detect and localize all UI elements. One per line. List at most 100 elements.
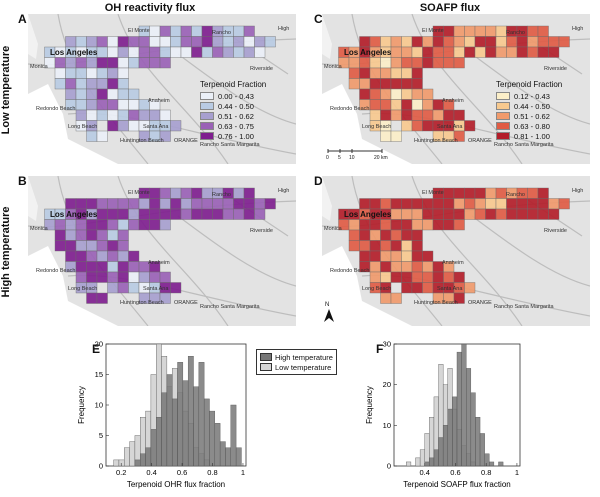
- map-grid-cell: [443, 208, 455, 220]
- y-tick-label: 10: [95, 401, 103, 410]
- city-label-rancho: Rancho: [506, 30, 525, 36]
- map-grid-cell: [243, 208, 255, 220]
- map-grid-cell: [65, 57, 77, 69]
- map-grid-cell: [86, 130, 98, 142]
- map-grid-cell: [453, 208, 465, 220]
- map-grid-cell: [86, 99, 98, 111]
- city-label-huntington: Huntington Beach: [120, 300, 164, 306]
- map-grid-cell: [159, 292, 171, 304]
- map-grid-cell: [453, 198, 465, 210]
- legend-ohr: Terpenoid Fraction 0.00 - 0.43 0.44 - 0.…: [200, 80, 266, 141]
- map-grid-cell: [170, 282, 182, 294]
- map-grid-cell: [170, 36, 182, 48]
- city-label-rancho-santa: Rancho Santa Margarita: [494, 304, 554, 310]
- map-grid-cell: [485, 25, 497, 37]
- map-grid-cell: [537, 208, 549, 220]
- bar-high-temperature: [479, 433, 485, 467]
- map-grid-cell: [495, 198, 507, 210]
- city-label-redondo: Redondo Beach: [36, 106, 76, 112]
- map-grid-cell: [401, 229, 413, 241]
- city-label-orange: ORANGE: [174, 138, 198, 144]
- map-grid-cell: [443, 36, 455, 48]
- map-d-high-temp-soafp: Los Angeles Monica El Monte Rancho Riverside…: [322, 176, 590, 326]
- map-grid-cell: [170, 198, 182, 210]
- map-grid-cell: [117, 57, 129, 69]
- map-grid-cell: [159, 46, 171, 58]
- bar-high-temperature: [134, 459, 141, 467]
- map-grid-cell: [380, 78, 392, 90]
- bar-high-temperature: [424, 461, 430, 467]
- map-grid-cell: [422, 46, 434, 58]
- city-label-anaheim: Anaheim: [148, 98, 170, 104]
- map-grid-cell: [537, 187, 549, 199]
- map-grid-cell: [96, 198, 108, 210]
- map-grid-cell: [422, 99, 434, 111]
- city-label-riverside: Riverside: [250, 228, 273, 234]
- map-grid-cell: [453, 57, 465, 69]
- map-grid-cell: [390, 261, 402, 273]
- city-label-los-angeles: Los Angeles: [344, 48, 392, 57]
- map-grid-cell: [369, 219, 381, 231]
- city-label-el-monte: El Monte: [422, 190, 444, 196]
- map-grid-cell: [138, 271, 150, 283]
- legend-soafp-item: 0.81 - 1.00: [496, 131, 562, 141]
- map-grid-cell: [243, 36, 255, 48]
- map-grid-cell: [453, 36, 465, 48]
- row-label-high-temperature: High temperature: [0, 206, 12, 298]
- map-grid-cell: [485, 198, 497, 210]
- x-tick-label: 0.4: [146, 468, 156, 477]
- map-grid-cell: [464, 120, 476, 132]
- map-grid-cell: [369, 229, 381, 241]
- map-grid-cell: [75, 240, 87, 252]
- map-grid-cell: [432, 109, 444, 121]
- map-grid-cell: [369, 57, 381, 69]
- legend-ohr-item: 0.76 - 1.00: [200, 131, 266, 141]
- map-grid-cell: [54, 240, 66, 252]
- map-grid-cell: [75, 261, 87, 273]
- map-grid-cell: [474, 25, 486, 37]
- map-grid-cell: [411, 36, 423, 48]
- map-grid-cell: [380, 109, 392, 121]
- map-grid-cell: [86, 36, 98, 48]
- city-label-el-monte: El Monte: [422, 28, 444, 34]
- bar-low-temperature: [415, 457, 421, 467]
- map-grid-cell: [401, 36, 413, 48]
- map-grid-cell: [390, 46, 402, 58]
- map-grid-cell: [432, 46, 444, 58]
- city-label-monica: Monica: [324, 64, 342, 70]
- map-grid-cell: [107, 219, 119, 231]
- map-grid-cell: [149, 46, 161, 58]
- scale-bar-graphic: [327, 149, 383, 153]
- map-grid-cell: [65, 88, 77, 100]
- map-grid-cell: [464, 46, 476, 58]
- map-grid-cell: [107, 208, 119, 220]
- map-grid-cell: [107, 57, 119, 69]
- map-grid-cell: [233, 25, 245, 37]
- legend-swatch: [200, 122, 214, 130]
- map-grid-cell: [380, 99, 392, 111]
- map-grid-cell: [401, 67, 413, 79]
- x-tick-label: 0.8: [481, 468, 491, 477]
- x-tick-label: 0.8: [207, 468, 217, 477]
- map-grid-cell: [369, 240, 381, 252]
- land-shade: [322, 14, 332, 59]
- map-grid-cell: [75, 250, 87, 262]
- city-label-huntington: Huntington Beach: [414, 138, 458, 144]
- map-grid-cell: [548, 208, 560, 220]
- map-grid-cell: [537, 36, 549, 48]
- map-grid-cell: [380, 36, 392, 48]
- bar-high-temperature: [442, 425, 448, 467]
- map-grid-cell: [96, 240, 108, 252]
- city-label-monica: Monica: [324, 226, 342, 232]
- city-label-santa-ana: Santa Ana: [143, 286, 169, 292]
- legend-swatch: [200, 112, 214, 120]
- bar-low-temperature: [406, 461, 412, 467]
- map-grid-cell: [75, 88, 87, 100]
- map-grid-cell: [348, 219, 360, 231]
- map-grid-cell: [191, 46, 203, 58]
- map-grid-cell: [191, 36, 203, 48]
- map-grid-cell: [96, 88, 108, 100]
- map-grid-cell: [75, 78, 87, 90]
- map-grid-cell: [212, 36, 224, 48]
- map-grid-cell: [54, 78, 66, 90]
